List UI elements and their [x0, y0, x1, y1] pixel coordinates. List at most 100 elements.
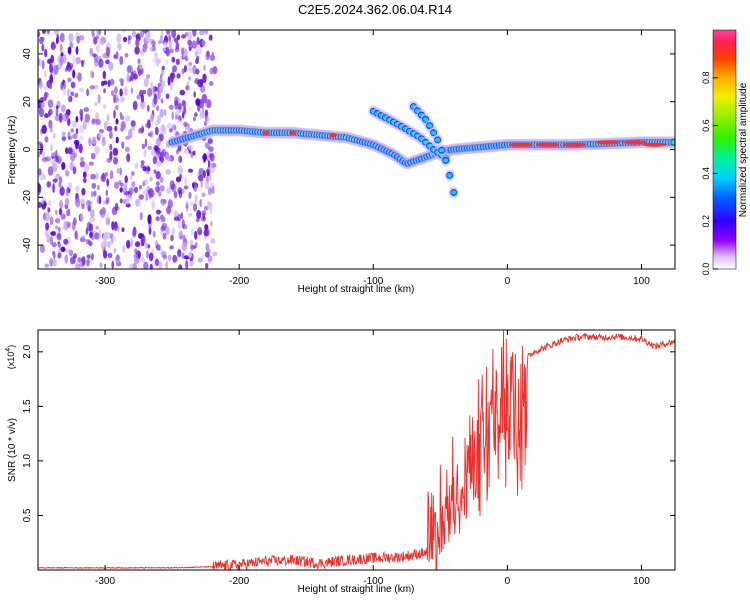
- noise-blob: [134, 256, 140, 264]
- noise-blob: [144, 242, 148, 248]
- noise-blob: [169, 82, 173, 91]
- noise-blob: [74, 92, 79, 98]
- noise-blob: [114, 93, 119, 104]
- noise-blob: [139, 212, 143, 221]
- noise-blob: [197, 257, 203, 263]
- noise-blob: [62, 87, 66, 96]
- noise-blob: [75, 116, 79, 123]
- noise-blob: [155, 209, 161, 216]
- noise-blob: [103, 250, 108, 259]
- noise-blob: [181, 242, 188, 251]
- noise-blob: [55, 209, 58, 216]
- noise-blob: [153, 169, 157, 174]
- noise-blob: [109, 150, 113, 160]
- noise-blob: [41, 59, 45, 70]
- noise-blob: [74, 230, 78, 240]
- noise-blob: [200, 85, 206, 93]
- noise-blob: [184, 56, 189, 62]
- noise-blob: [70, 91, 75, 96]
- noise-blob: [123, 86, 128, 96]
- noise-blob: [188, 61, 193, 67]
- x-tick-label: 0: [505, 576, 511, 587]
- noise-blob: [150, 149, 157, 156]
- upper-branch-2-core: [427, 123, 433, 128]
- noise-blob: [161, 66, 164, 76]
- noise-blob: [177, 251, 182, 258]
- noise-blob: [202, 170, 206, 179]
- noise-blob: [151, 200, 155, 210]
- noise-blob: [118, 180, 122, 185]
- noise-blob: [106, 125, 113, 132]
- main-trace-peak: [622, 140, 647, 145]
- noise-blob: [78, 124, 84, 133]
- noise-blob: [108, 61, 114, 71]
- main-trace-peak: [562, 142, 587, 147]
- noise-blob: [52, 183, 55, 194]
- noise-blob: [105, 46, 110, 57]
- colorbar-tick-label: 0.4: [701, 167, 711, 180]
- noise-blob: [138, 194, 144, 200]
- noise-blob: [68, 33, 74, 43]
- noise-blob: [46, 30, 50, 35]
- noise-blob: [91, 71, 94, 79]
- noise-blob: [162, 232, 167, 240]
- noise-blob: [52, 178, 58, 183]
- noise-blob: [165, 48, 170, 57]
- noise-blob: [111, 206, 118, 216]
- noise-blob: [121, 227, 125, 232]
- noise-blob: [205, 50, 210, 61]
- noise-blob: [42, 156, 48, 163]
- noise-blob: [162, 199, 167, 204]
- noise-blob: [210, 220, 213, 227]
- noise-blob: [38, 201, 42, 208]
- svg-text:(x104): (x104): [5, 345, 16, 369]
- noise-blob: [173, 191, 178, 199]
- noise-blob: [67, 147, 73, 155]
- noise-blob: [161, 80, 165, 88]
- y-tick-label: 0.5: [22, 508, 33, 522]
- noise-blob: [88, 161, 94, 166]
- noise-blob: [145, 31, 151, 42]
- noise-blob: [63, 82, 66, 90]
- noise-blob: [62, 112, 69, 122]
- noise-blob: [67, 131, 71, 141]
- noise-blob: [202, 212, 205, 221]
- noise-blob: [103, 120, 108, 131]
- noise-blob: [138, 185, 143, 190]
- noise-blob: [188, 76, 192, 81]
- noise-blob: [196, 36, 200, 46]
- noise-blob: [115, 255, 121, 263]
- noise-blob: [92, 119, 98, 124]
- main-trace-core: [671, 140, 675, 145]
- noise-blob: [99, 262, 103, 268]
- noise-blob: [63, 238, 69, 245]
- colorbar-tick-label: 0.2: [701, 215, 711, 228]
- noise-blob: [64, 254, 68, 264]
- noise-blob: [161, 65, 165, 71]
- noise-blob: [156, 160, 162, 167]
- noise-blob: [122, 244, 125, 254]
- noise-blob: [170, 234, 174, 242]
- snr-multiplier: (x104): [5, 345, 16, 369]
- noise-blob: [94, 101, 98, 107]
- noise-blob: [88, 137, 92, 147]
- noise-blob: [139, 127, 145, 134]
- main-trace-peak: [329, 133, 338, 138]
- noise-blob: [47, 58, 52, 64]
- noise-blob: [106, 178, 109, 187]
- noise-blob: [124, 146, 130, 153]
- noise-blob: [111, 221, 115, 231]
- noise-blob: [120, 96, 125, 103]
- noise-blob: [120, 127, 124, 132]
- noise-blob: [95, 118, 101, 126]
- noise-blob: [98, 196, 102, 204]
- noise-blob: [171, 56, 176, 63]
- noise-blob: [172, 254, 178, 263]
- noise-blob: [193, 91, 196, 98]
- noise-blob: [79, 35, 85, 41]
- noise-blob: [113, 248, 117, 253]
- noise-blob: [154, 186, 158, 193]
- noise-blob: [91, 30, 95, 37]
- noise-blob: [199, 198, 202, 208]
- noise-blob: [86, 254, 91, 259]
